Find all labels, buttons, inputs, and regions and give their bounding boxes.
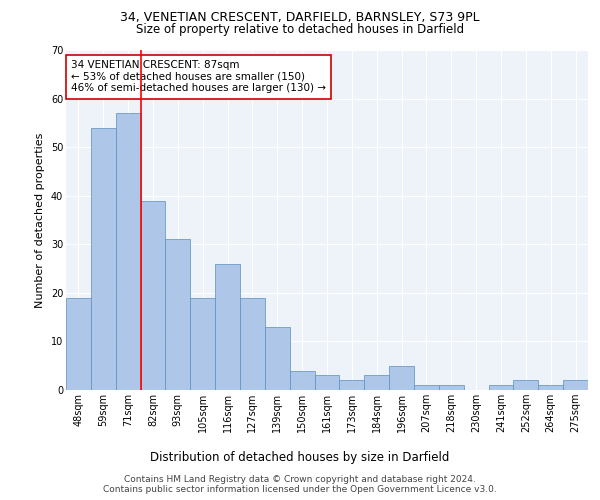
Bar bbox=[414, 385, 439, 390]
Text: Size of property relative to detached houses in Darfield: Size of property relative to detached ho… bbox=[136, 22, 464, 36]
Bar bbox=[439, 385, 464, 390]
Bar bbox=[140, 200, 166, 390]
Bar bbox=[91, 128, 116, 390]
Bar bbox=[240, 298, 265, 390]
Text: 34, VENETIAN CRESCENT, DARFIELD, BARNSLEY, S73 9PL: 34, VENETIAN CRESCENT, DARFIELD, BARNSLE… bbox=[120, 11, 480, 24]
Bar bbox=[265, 327, 290, 390]
Y-axis label: Number of detached properties: Number of detached properties bbox=[35, 132, 45, 308]
Bar bbox=[389, 366, 414, 390]
Bar bbox=[116, 113, 140, 390]
Bar bbox=[166, 240, 190, 390]
Bar bbox=[340, 380, 364, 390]
Text: Contains HM Land Registry data © Crown copyright and database right 2024.
Contai: Contains HM Land Registry data © Crown c… bbox=[103, 474, 497, 494]
Bar bbox=[66, 298, 91, 390]
Bar bbox=[538, 385, 563, 390]
Text: 34 VENETIAN CRESCENT: 87sqm
← 53% of detached houses are smaller (150)
46% of se: 34 VENETIAN CRESCENT: 87sqm ← 53% of det… bbox=[71, 60, 326, 94]
Bar bbox=[290, 370, 314, 390]
Bar bbox=[314, 376, 340, 390]
Bar bbox=[488, 385, 514, 390]
Bar bbox=[215, 264, 240, 390]
Bar bbox=[514, 380, 538, 390]
Bar bbox=[190, 298, 215, 390]
Bar bbox=[364, 376, 389, 390]
Text: Distribution of detached houses by size in Darfield: Distribution of detached houses by size … bbox=[151, 451, 449, 464]
Bar bbox=[563, 380, 588, 390]
